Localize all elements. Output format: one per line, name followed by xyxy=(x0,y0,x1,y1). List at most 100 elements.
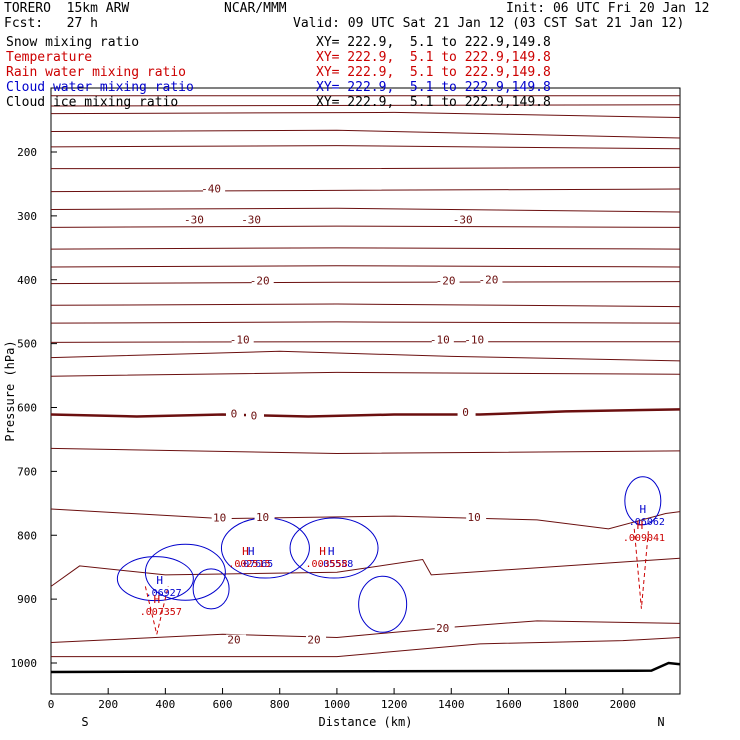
extremum-marker-2: H xyxy=(248,545,255,558)
cloud-water-contour-6 xyxy=(624,476,662,526)
x-tick-label-10: 2000 xyxy=(610,698,637,711)
cloud-water-contour-4 xyxy=(289,517,379,579)
contour-label-bg-12 xyxy=(457,407,476,419)
contour-label-15: 10 xyxy=(468,511,481,524)
contour-label-bg-6 xyxy=(480,274,503,286)
contour-label-6: -20 xyxy=(479,273,499,286)
contour-label-7: -10 xyxy=(230,333,250,346)
contour-label-18: 20 xyxy=(436,622,449,635)
legend-temp-xy: XY= 222.9, 5.1 to 222.9,149.8 xyxy=(316,50,551,65)
temperature-isoline-14 xyxy=(50,341,680,343)
temperature-isoline-16 xyxy=(50,371,681,377)
temperature-isoline-13 xyxy=(50,321,681,324)
y-tick-label-5: 700 xyxy=(17,465,37,478)
temperature-isoline-11 xyxy=(50,281,681,285)
x-tick-label-1: 200 xyxy=(98,698,118,711)
y-axis-title: Pressure (hPa) xyxy=(3,340,17,441)
lower-isoline-3 xyxy=(50,620,681,644)
temperature-isoline-15 xyxy=(50,350,681,362)
contour-label-bg-5 xyxy=(437,275,460,287)
contour-label-bg-17 xyxy=(306,634,327,646)
extremum-value-5: .003558 xyxy=(306,559,348,570)
rain-contour-1 xyxy=(633,528,650,609)
forecast-hour: Fcst: 27 h xyxy=(4,16,98,31)
temperature-isoline-5 xyxy=(51,166,681,170)
y-tick-label-4: 600 xyxy=(17,402,37,415)
contour-label-bg-0 xyxy=(203,183,226,195)
temperature-isoline-10 xyxy=(50,265,681,268)
legend-snow-xy: XY= 222.9, 5.1 to 222.9,149.8 xyxy=(316,35,551,50)
extremum-marker-5: H xyxy=(319,545,326,558)
lower-isoline-2 xyxy=(50,557,681,587)
x-tick-label-0: 0 xyxy=(48,698,55,711)
extremum-value-0: .06927 xyxy=(146,588,182,599)
temperature-isoline-2 xyxy=(50,111,681,119)
temperature-isoline-6 xyxy=(50,188,681,193)
contour-label-bg-3 xyxy=(454,214,477,226)
contour-label-bg-7 xyxy=(231,334,254,346)
contour-label-11: 0 xyxy=(251,409,258,422)
contour-label-9: -10 xyxy=(464,333,484,346)
temperature-isoline-1 xyxy=(50,104,681,107)
temperature-isoline-12 xyxy=(50,303,681,308)
extremum-marker-7: H xyxy=(637,519,644,532)
extremum-value-3: .002515 xyxy=(228,559,270,570)
lower-isoline-0 xyxy=(50,447,681,454)
contour-label-bg-4 xyxy=(251,275,274,287)
contour-label-bg-2 xyxy=(243,214,266,226)
y-tick-label-3: 500 xyxy=(17,338,37,351)
contour-label-8: -10 xyxy=(430,333,450,346)
extremum-marker-3: H xyxy=(242,545,249,558)
x-axis-title: Distance (km) xyxy=(319,715,413,729)
extremum-value-6: .06062 xyxy=(629,517,665,528)
legend-snow-name: Snow mixing ratio xyxy=(6,35,140,50)
contour-label-5: -20 xyxy=(436,275,456,288)
extremum-value-4: .05558 xyxy=(317,559,353,570)
contour-label-13: 10 xyxy=(213,512,226,525)
contour-label-2: -30 xyxy=(241,213,261,226)
x-end-label-south: S xyxy=(81,715,88,729)
x-tick-label-8: 1600 xyxy=(495,698,522,711)
legend-rain-xy: XY= 222.9, 5.1 to 222.9,149.8 xyxy=(316,65,551,80)
extremum-marker-6: H xyxy=(640,503,647,516)
contour-label-bg-18 xyxy=(434,623,455,635)
contour-label-10: 0 xyxy=(231,407,238,420)
center-name: NCAR/MMM xyxy=(224,1,287,16)
y-tick-label-2: 400 xyxy=(17,274,37,287)
x-tick-label-3: 600 xyxy=(213,698,233,711)
y-tick-label-7: 900 xyxy=(17,593,37,606)
extremum-marker-1: H xyxy=(153,593,160,606)
init-time: Init: 06 UTC Fri 20 Jan 12 xyxy=(506,1,710,16)
legend-cloudwater-xy: XY= 222.9, 5.1 to 222.9,149.8 xyxy=(316,80,551,95)
ground-surface xyxy=(50,661,681,674)
contour-label-4: -20 xyxy=(250,275,270,288)
cloud-water-contour-5 xyxy=(358,575,408,633)
x-tick-label-5: 1000 xyxy=(324,698,351,711)
x-end-label-north: N xyxy=(657,715,664,729)
extremum-marker-0: H xyxy=(156,574,163,587)
contour-label-1: -30 xyxy=(184,213,204,226)
contour-label-12: 0 xyxy=(462,406,469,419)
contour-label-bg-1 xyxy=(185,214,208,226)
y-tick-label-6: 800 xyxy=(17,529,37,542)
x-tick-label-4: 800 xyxy=(270,698,290,711)
contour-label-14: 10 xyxy=(256,511,269,524)
rain-contour-0 xyxy=(144,586,169,635)
plot-frame xyxy=(50,87,681,695)
contour-label-0: -40 xyxy=(201,183,221,196)
valid-time: Valid: 09 UTC Sat 21 Jan 12 (03 CST Sat … xyxy=(293,16,685,31)
legend-cloudice-name: Cloud ice mixing ratio xyxy=(6,95,179,110)
contour-label-3: -30 xyxy=(453,213,473,226)
x-tick-label-2: 400 xyxy=(155,698,175,711)
legend-temp-name: Temperature xyxy=(6,50,93,65)
contour-label-bg-9 xyxy=(466,334,489,346)
contour-label-bg-11 xyxy=(245,410,264,422)
lower-isoline-1 xyxy=(50,508,681,530)
model-title: TORERO 15km ARW xyxy=(4,1,130,16)
temperature-isoline-9 xyxy=(50,247,681,250)
cloud-water-contour-0 xyxy=(116,556,194,602)
contour-label-17: 20 xyxy=(307,634,320,647)
contour-label-bg-14 xyxy=(254,511,275,523)
contour-label-16: 20 xyxy=(227,634,240,647)
